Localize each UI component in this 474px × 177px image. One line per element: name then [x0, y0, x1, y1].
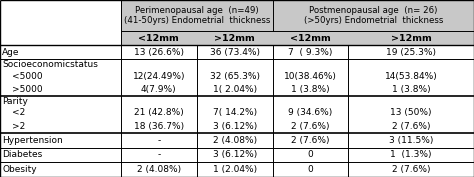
- Text: 0: 0: [308, 150, 313, 159]
- Text: 1  (1.3%): 1 (1.3%): [391, 150, 432, 159]
- Text: 0: 0: [308, 165, 313, 174]
- Text: 19 (25.3%): 19 (25.3%): [386, 48, 436, 57]
- Text: 10(38.46%): 10(38.46%): [284, 72, 337, 81]
- Text: 36 (73.4%): 36 (73.4%): [210, 48, 260, 57]
- Text: Socioeconomicstatus: Socioeconomicstatus: [2, 60, 98, 69]
- Text: 9 (34.6%): 9 (34.6%): [288, 108, 333, 117]
- Text: Obesity: Obesity: [2, 165, 37, 174]
- Text: 21 (42.8%): 21 (42.8%): [134, 108, 183, 117]
- Text: 2 (7.6%): 2 (7.6%): [291, 122, 330, 131]
- Text: 1 (3.8%): 1 (3.8%): [291, 85, 330, 94]
- Text: 7( 14.2%): 7( 14.2%): [212, 108, 257, 117]
- Text: 12(24.49%): 12(24.49%): [133, 72, 185, 81]
- Text: >2: >2: [12, 122, 25, 131]
- Text: 13 (26.6%): 13 (26.6%): [134, 48, 184, 57]
- Text: Age: Age: [2, 48, 20, 57]
- Text: 18 (36.7%): 18 (36.7%): [134, 122, 184, 131]
- Text: Hypertension: Hypertension: [2, 136, 63, 145]
- Text: 2 (4.08%): 2 (4.08%): [137, 165, 181, 174]
- Bar: [121, 0, 474, 31]
- Text: >12mm: >12mm: [391, 34, 431, 43]
- Text: 4(7.9%): 4(7.9%): [141, 85, 177, 94]
- Text: 1 (2.04%): 1 (2.04%): [212, 165, 257, 174]
- Text: 32 (65.3%): 32 (65.3%): [210, 72, 260, 81]
- Text: <5000: <5000: [12, 72, 43, 81]
- Text: Postmenopausal age  (n= 26)
(>50yrs) Endometrial  thickness: Postmenopausal age (n= 26) (>50yrs) Endo…: [303, 6, 443, 25]
- Text: 2 (7.6%): 2 (7.6%): [291, 136, 330, 145]
- Text: 2 (7.6%): 2 (7.6%): [392, 165, 430, 174]
- Text: 7  ( 9.3%): 7 ( 9.3%): [288, 48, 333, 57]
- Text: <2: <2: [12, 108, 25, 117]
- Bar: [121, 31, 474, 45]
- Text: Parity: Parity: [2, 97, 28, 106]
- Text: >12mm: >12mm: [214, 34, 255, 43]
- Text: 3 (6.12%): 3 (6.12%): [212, 150, 257, 159]
- Text: <12mm: <12mm: [138, 34, 179, 43]
- Text: 3 (11.5%): 3 (11.5%): [389, 136, 433, 145]
- Text: Perimenopausal age  (n=49)
(41-50yrs) Endometrial  thickness: Perimenopausal age (n=49) (41-50yrs) End…: [124, 6, 270, 25]
- Text: 1( 2.04%): 1( 2.04%): [212, 85, 257, 94]
- Text: 1 (3.8%): 1 (3.8%): [392, 85, 430, 94]
- Text: 3 (6.12%): 3 (6.12%): [212, 122, 257, 131]
- Text: 13 (50%): 13 (50%): [391, 108, 432, 117]
- Text: 2 (7.6%): 2 (7.6%): [392, 122, 430, 131]
- Text: 2 (4.08%): 2 (4.08%): [212, 136, 257, 145]
- Text: -: -: [157, 136, 160, 145]
- Text: Diabetes: Diabetes: [2, 150, 43, 159]
- Text: >5000: >5000: [12, 85, 43, 94]
- Text: <12mm: <12mm: [290, 34, 331, 43]
- Text: 14(53.84%): 14(53.84%): [385, 72, 438, 81]
- Text: -: -: [157, 150, 160, 159]
